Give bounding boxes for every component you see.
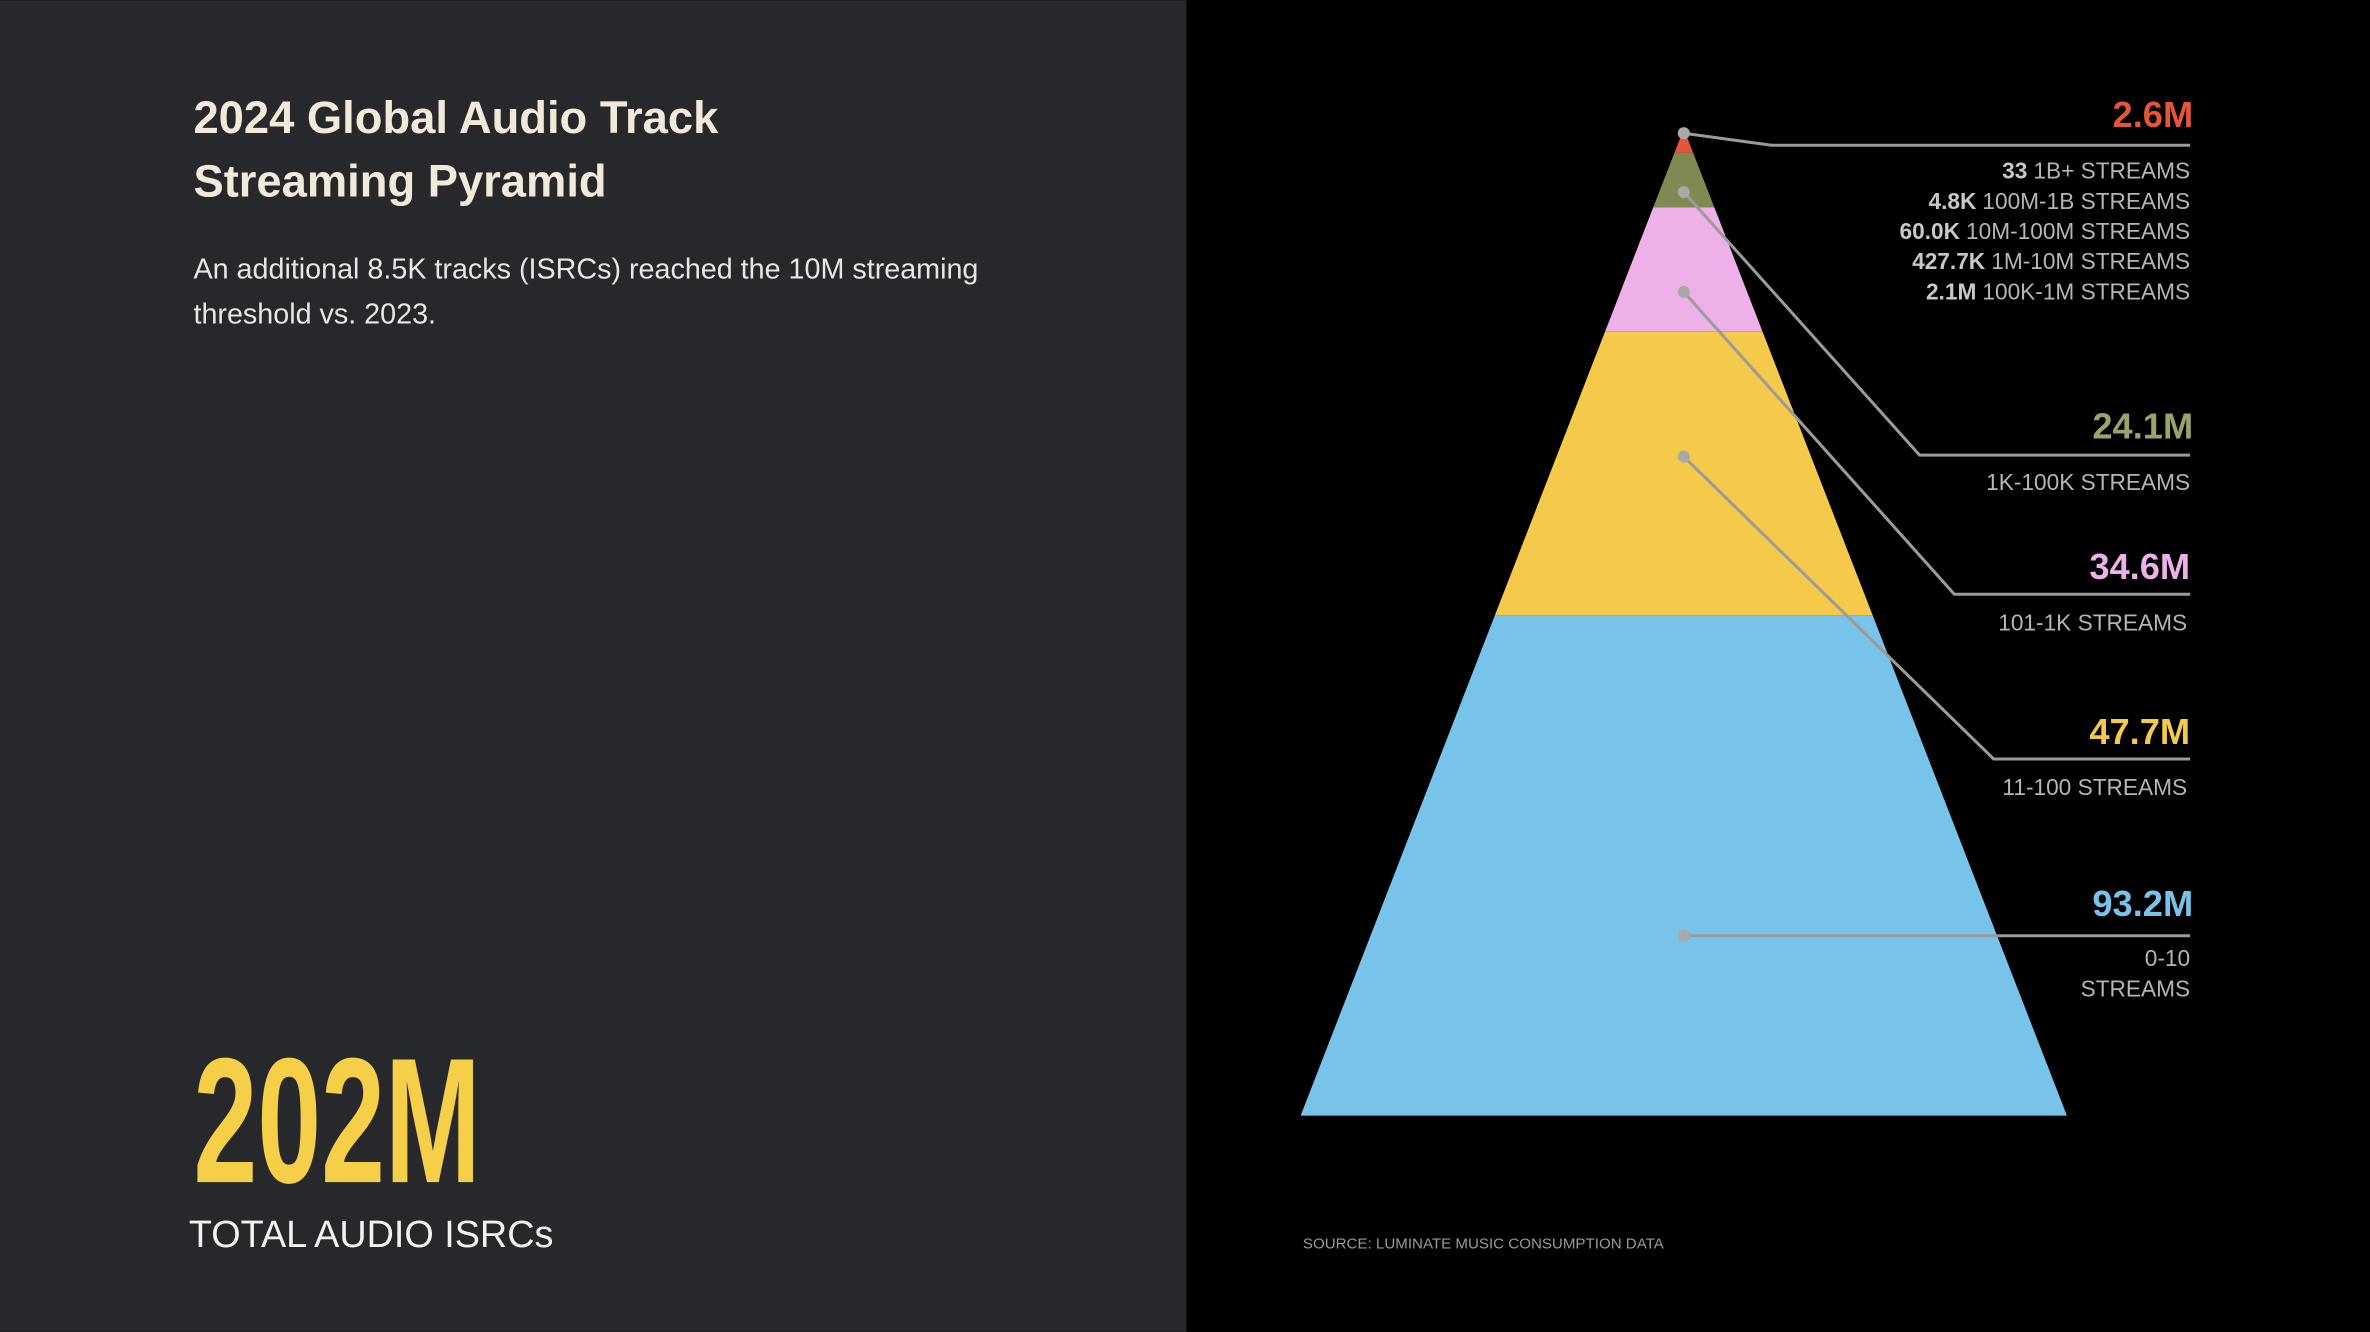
breakdown-line: 4.8K 100M-1B STREAMS bbox=[1928, 188, 2190, 214]
breakdown-count: 2.1M bbox=[1926, 278, 1976, 304]
leader-dot bbox=[1677, 450, 1690, 463]
tier-value: 24.1M bbox=[2092, 406, 2193, 447]
total-label: TOTAL AUDIO ISRCs bbox=[189, 1214, 553, 1256]
pyramid-layer bbox=[1653, 152, 1715, 208]
tier-label: 0-10 bbox=[2145, 945, 2190, 971]
leader-dot bbox=[1677, 127, 1690, 140]
title-line: Streaming Pyramid bbox=[193, 156, 606, 207]
breakdown-label: 100M-1B STREAMS bbox=[1982, 188, 2190, 214]
breakdown-label: 100K-1M STREAMS bbox=[1982, 278, 2190, 304]
breakdown-label: 1M-10M STREAMS bbox=[1991, 248, 2190, 274]
tier-label: 11-100 STREAMS bbox=[2002, 774, 2187, 800]
subtitle-line: An additional 8.5K tracks (ISRCs) reache… bbox=[193, 253, 978, 285]
tier-label: 1K-100K STREAMS bbox=[1986, 469, 2190, 495]
breakdown-count: 33 bbox=[2002, 158, 2027, 184]
leaders bbox=[1677, 127, 2191, 942]
tier-value: 47.7M bbox=[2089, 711, 2190, 752]
breakdown-line: 2.1M 100K-1M STREAMS bbox=[1926, 278, 2190, 304]
tier-value: 34.6M bbox=[2089, 546, 2190, 587]
pyramid bbox=[1300, 128, 2067, 1116]
leader-line bbox=[1682, 290, 2191, 596]
pyramid-layer bbox=[1494, 331, 1873, 616]
pyramid-layer bbox=[1674, 128, 1694, 153]
breakdown-count: 60.0K bbox=[1900, 218, 1961, 244]
tier-label: STREAMS bbox=[2081, 975, 2191, 1001]
breakdown-line: 60.0K 10M-100M STREAMS bbox=[1900, 218, 2191, 244]
breakdown-count: 427.7K bbox=[1912, 248, 1986, 274]
leader-line bbox=[1682, 455, 2191, 761]
pyramid-layer bbox=[1300, 615, 2067, 1116]
tier-label: 101-1K STREAMS bbox=[1998, 609, 2187, 635]
title-line: 2024 Global Audio Track bbox=[193, 92, 719, 143]
leader-dot bbox=[1677, 186, 1690, 199]
breakdown-label: 10M-100M STREAMS bbox=[1966, 218, 2190, 244]
left-panel bbox=[0, 0, 1187, 1332]
breakdown-label: 1B+ STREAMS bbox=[2033, 158, 2190, 184]
breakdown-count: 4.8K bbox=[1928, 188, 1976, 214]
source: SOURCE: LUMINATE MUSIC CONSUMPTION DATA bbox=[1303, 1236, 1665, 1253]
leader-line bbox=[1683, 131, 2191, 147]
leader-line bbox=[1682, 191, 2191, 457]
tier-value: 2.6M bbox=[2113, 94, 2194, 135]
subtitle-line: threshold vs. 2023. bbox=[193, 299, 436, 331]
pyramid-layer bbox=[1605, 207, 1763, 332]
tier-labels: 2.6M 33 1B+ STREAMS 4.8K 100M-1B STREAMS 60.… bbox=[1900, 94, 2194, 1001]
tier-value: 93.2M bbox=[2092, 883, 2193, 924]
breakdown-line: 427.7K 1M-10M STREAMS bbox=[1912, 248, 2190, 274]
total-value: 202M bbox=[193, 1021, 480, 1220]
leader-dot bbox=[1677, 285, 1690, 298]
leader-dot bbox=[1677, 929, 1690, 942]
breakdown-line: 33 1B+ STREAMS bbox=[2002, 158, 2190, 184]
